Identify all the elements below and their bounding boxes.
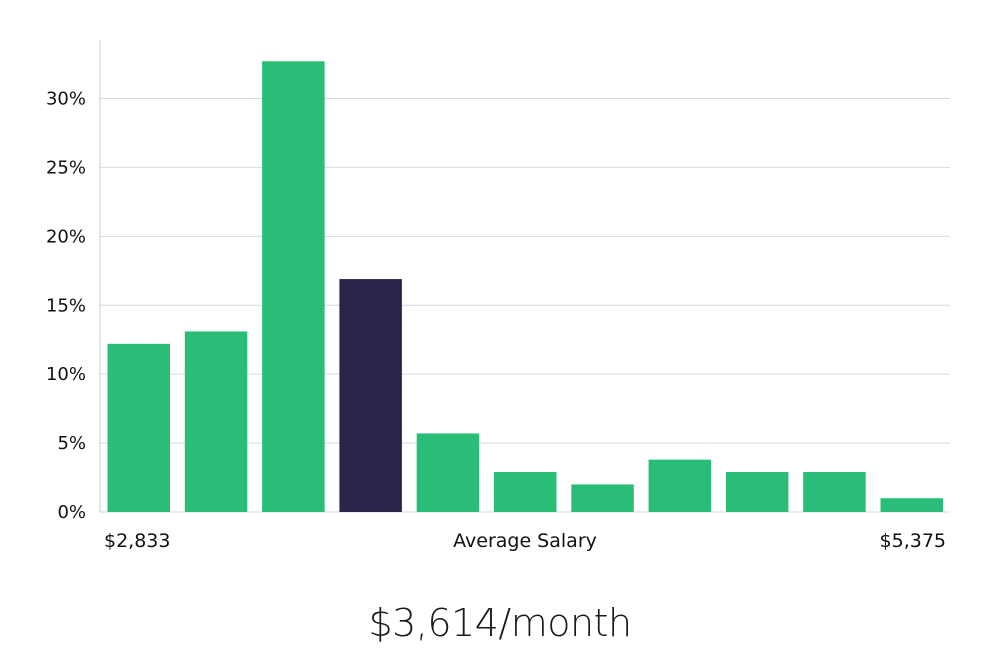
y-tick-label: 30% <box>46 89 86 110</box>
bar <box>107 343 170 512</box>
bar <box>571 484 634 512</box>
y-tick-label: 15% <box>46 295 86 316</box>
bar <box>494 472 557 512</box>
y-tick-label: 0% <box>57 502 86 523</box>
x-axis-start-label: $2,833 <box>104 530 170 552</box>
bar <box>725 472 789 512</box>
bar <box>880 498 943 512</box>
bar <box>416 433 480 512</box>
x-axis-center-label: Average Salary <box>453 530 597 552</box>
y-tick-label: 25% <box>46 157 86 178</box>
bar <box>262 61 325 512</box>
bar <box>803 472 866 512</box>
y-axis-ticks: 0% 5% 10% 15% 20% 25% 30% <box>46 89 86 524</box>
salary-distribution-chart: 0% 5% 10% 15% 20% 25% 30% $2,833 Average Salar… <box>46 40 950 552</box>
average-salary-value: $3,614/month <box>368 601 632 645</box>
chart-svg: 0% 5% 10% 15% 20% 25% 30% $2,833 Average Salar… <box>46 40 950 552</box>
bar-highlight <box>339 279 402 512</box>
y-tick-label: 5% <box>57 433 86 454</box>
y-tick-label: 20% <box>46 226 86 247</box>
x-axis-end-label: $5,375 <box>880 530 946 552</box>
y-tick-label: 10% <box>46 364 86 385</box>
bar <box>184 331 248 512</box>
bar <box>648 459 712 512</box>
bars <box>107 61 943 512</box>
